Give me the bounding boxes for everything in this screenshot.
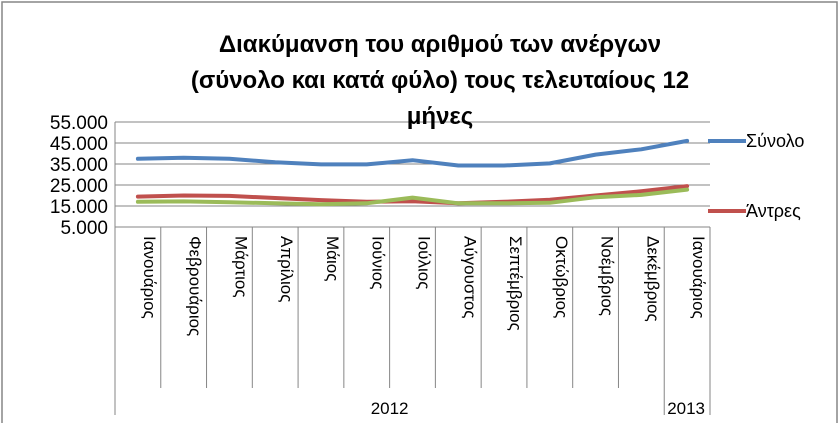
x-tick-label: Δεκέμβριος bbox=[643, 236, 662, 322]
x-tick-label: Ιούνιος bbox=[369, 236, 388, 289]
series-line bbox=[135, 138, 690, 168]
x-tick-label: Νοέμβριος bbox=[598, 236, 617, 316]
x-tick-label: Μάιος bbox=[323, 236, 342, 281]
chart-title-line: (σύνολο και κατά φύλο) τους τελευταίους … bbox=[191, 67, 689, 94]
year-group-label: 2012 bbox=[371, 399, 409, 418]
x-tick-label: Φεβρουάριος bbox=[186, 236, 205, 336]
legend-label: Σύνολο bbox=[746, 131, 804, 151]
x-tick-label: Ιούλιος bbox=[415, 236, 434, 289]
year-group-label: 2013 bbox=[667, 399, 705, 418]
x-tick-label: Σεπτέμβριος bbox=[506, 236, 525, 331]
x-tick-label: Ιανουάριος bbox=[140, 236, 159, 319]
x-tick-label: Απρίλιος bbox=[277, 236, 296, 302]
y-tick-label: 45.000 bbox=[50, 134, 108, 155]
chart-title-line: Διακύμανση του αριθμού των ανέργων bbox=[219, 31, 661, 58]
y-tick-label: 25.000 bbox=[50, 176, 108, 197]
y-tick-label: 15.000 bbox=[50, 197, 108, 218]
x-tick-label: Αύγουστος bbox=[460, 236, 479, 319]
x-tick-label: Οκτώβριος bbox=[552, 236, 571, 318]
legend-label: Άντρες bbox=[746, 201, 801, 221]
x-tick-label: Μάρτιος bbox=[231, 236, 250, 298]
y-tick-label: 55.000 bbox=[50, 113, 108, 134]
series-line bbox=[135, 187, 690, 207]
y-tick-label: 5.000 bbox=[60, 218, 108, 239]
x-tick-label: Ιανουάριος bbox=[689, 236, 708, 319]
chart-title-line: μήνες bbox=[407, 103, 474, 130]
y-tick-label: 35.000 bbox=[50, 155, 108, 176]
